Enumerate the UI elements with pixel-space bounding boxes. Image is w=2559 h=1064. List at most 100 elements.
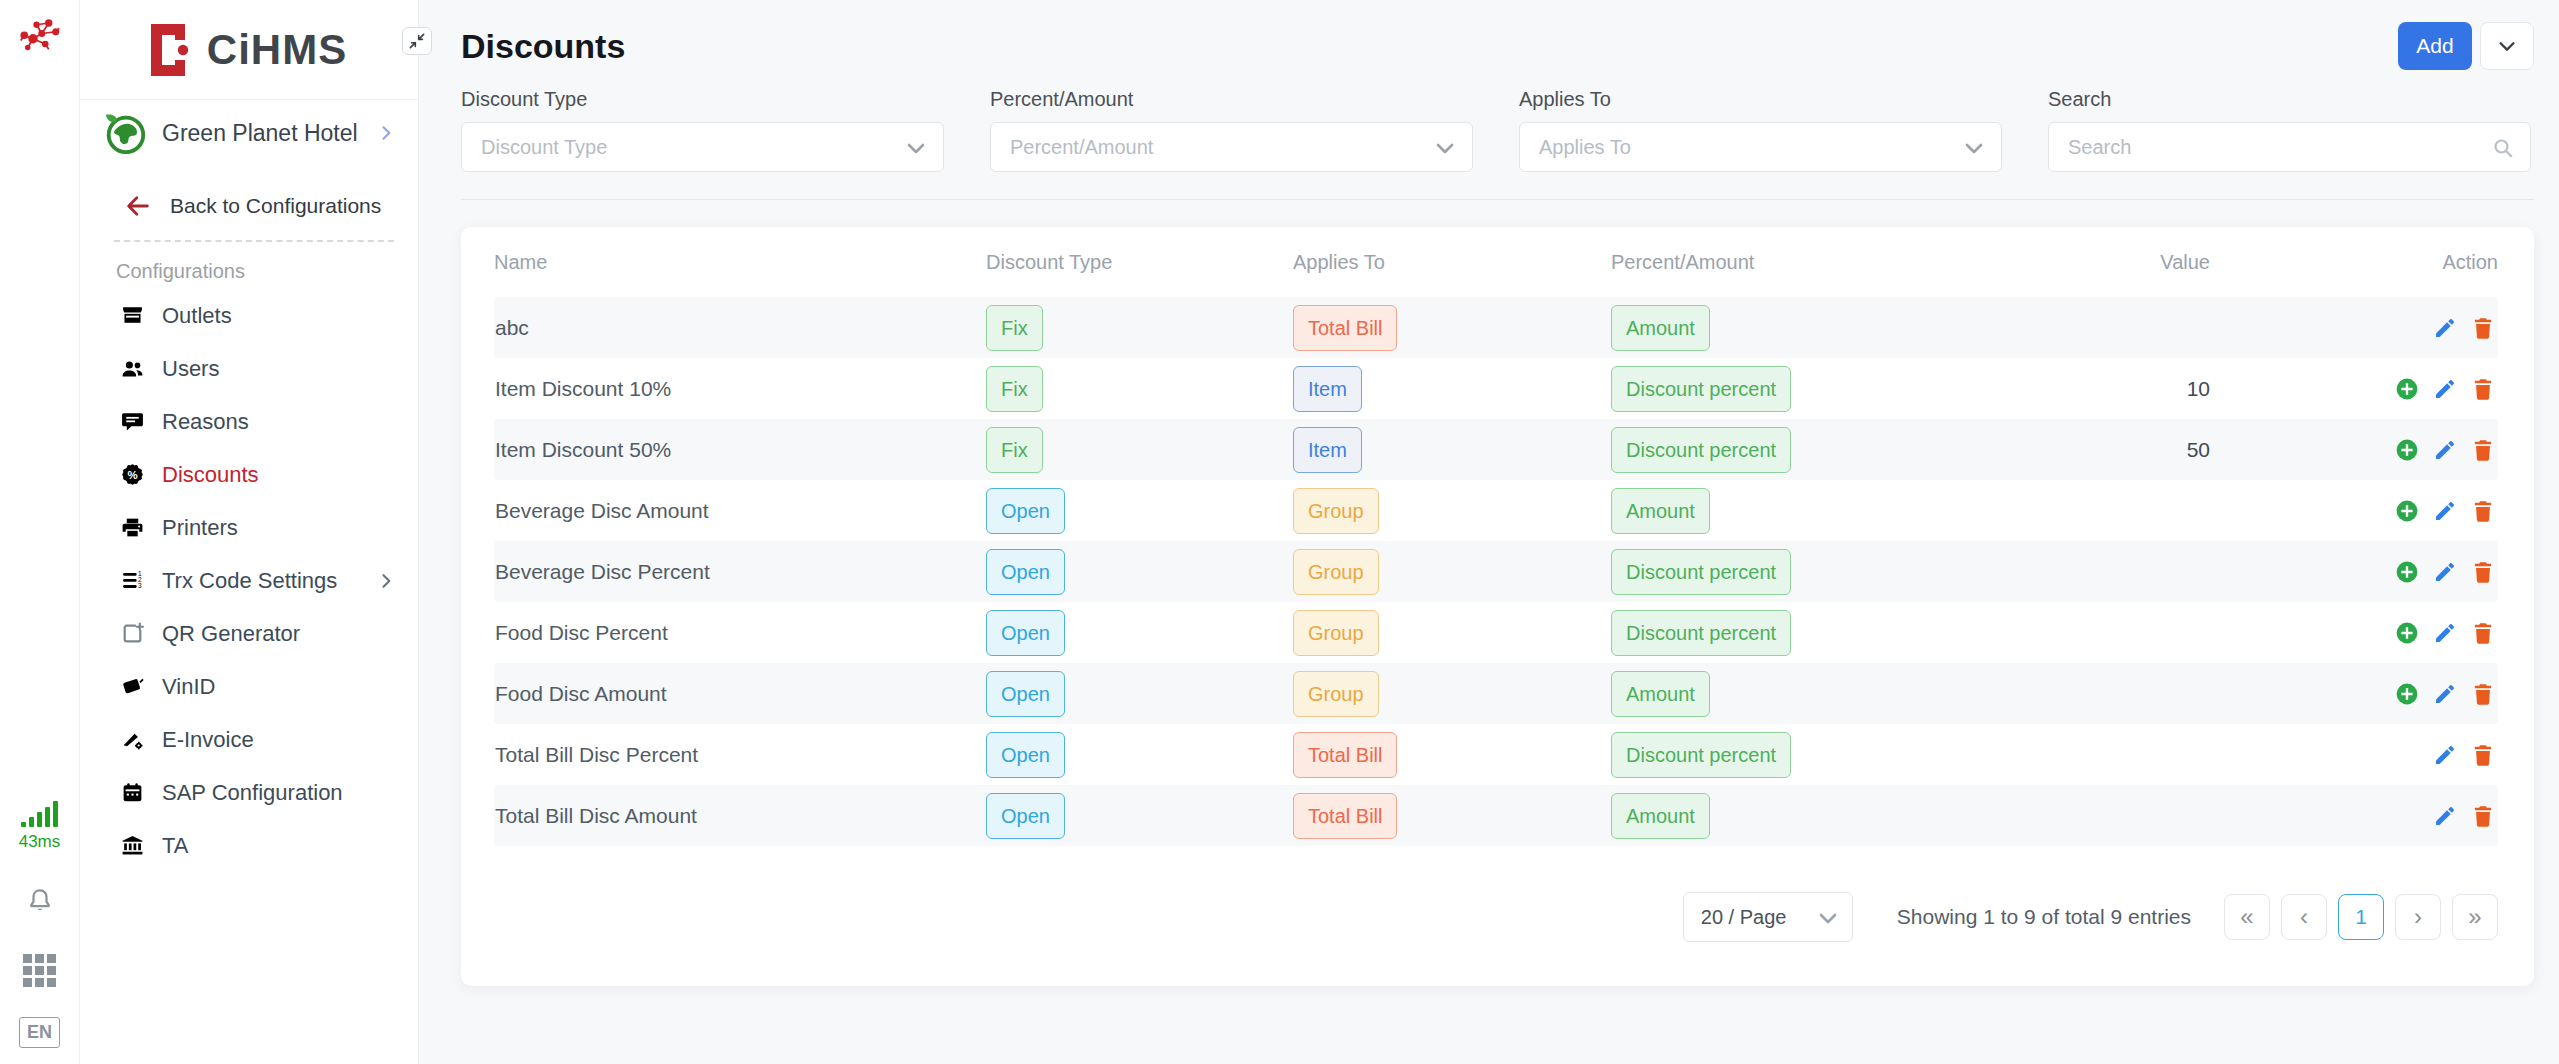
- list-numbered-icon: [120, 568, 145, 593]
- select-placeholder: Applies To: [1539, 136, 1631, 159]
- delete-icon[interactable]: [2470, 742, 2496, 768]
- add-value-icon[interactable]: [2394, 376, 2420, 402]
- notifications-button[interactable]: [25, 886, 55, 920]
- delete-icon[interactable]: [2470, 376, 2496, 402]
- row-value: 50: [1991, 438, 2210, 462]
- delete-icon[interactable]: [2470, 437, 2496, 463]
- last-page-button[interactable]: »: [2452, 894, 2498, 940]
- back-to-configurations[interactable]: Back to Configurations: [80, 192, 418, 220]
- sidebar-item-trx-code-settings[interactable]: Trx Code Settings: [80, 554, 418, 607]
- delete-icon[interactable]: [2470, 315, 2496, 341]
- add-value-icon[interactable]: [2394, 498, 2420, 524]
- edit-icon[interactable]: [2433, 621, 2457, 645]
- percent-amount-badge: Amount: [1611, 488, 1710, 534]
- next-page-button[interactable]: ›: [2395, 894, 2441, 940]
- percent-amount-badge: Discount percent: [1611, 549, 1791, 595]
- hotel-selector[interactable]: Green Planet Hotel: [80, 100, 418, 166]
- edit-icon[interactable]: [2433, 499, 2457, 523]
- row-actions: [2210, 437, 2498, 463]
- edit-icon[interactable]: [2433, 438, 2457, 462]
- pagination: « ‹ 1 › »: [2224, 894, 2498, 940]
- sidebar-item-label: VinID: [162, 674, 396, 700]
- percent-amount-select[interactable]: Percent/Amount: [990, 122, 1473, 172]
- edit-icon[interactable]: [2433, 377, 2457, 401]
- sidebar-item-printers[interactable]: Printers: [80, 501, 418, 554]
- app-root: 43ms EN CiHMS Green Planet Hotel Back to…: [0, 0, 2559, 1064]
- sidebar-item-e-invoice[interactable]: E-Invoice: [80, 713, 418, 766]
- discount-type-badge: Fix: [986, 427, 1043, 473]
- add-value-icon[interactable]: [2394, 681, 2420, 707]
- table-header: Name Discount Type Applies To Percent/Am…: [494, 227, 2498, 297]
- add-dropdown-button[interactable]: [2480, 22, 2534, 70]
- compress-icon: [407, 31, 427, 51]
- discount-type-badge: Fix: [986, 305, 1043, 351]
- back-label: Back to Configurations: [170, 194, 381, 218]
- discount-type-badge: Fix: [986, 366, 1043, 412]
- sidebar-item-ta[interactable]: TA: [80, 819, 418, 872]
- first-page-button[interactable]: «: [2224, 894, 2270, 940]
- row-value: 10: [1991, 377, 2210, 401]
- sidebar-item-discounts[interactable]: Discounts: [80, 448, 418, 501]
- sidebar-item-reasons[interactable]: Reasons: [80, 395, 418, 448]
- table-row: Beverage Disc Percent Open Group Discoun…: [494, 541, 2498, 602]
- delete-icon[interactable]: [2470, 498, 2496, 524]
- edit-icon[interactable]: [2433, 682, 2457, 706]
- row-name: Beverage Disc Percent: [494, 560, 986, 584]
- card-icon: [120, 674, 145, 699]
- sidebar-item-label: Discounts: [162, 462, 396, 488]
- sidebar-item-label: Printers: [162, 515, 396, 541]
- page-1-button[interactable]: 1: [2338, 894, 2384, 940]
- printer-icon: [120, 515, 145, 540]
- edit-icon[interactable]: [2433, 743, 2457, 767]
- network-logo-icon: [19, 16, 61, 58]
- edit-icon[interactable]: [2433, 316, 2457, 340]
- sidebar-nav: Outlets Users Reasons Discounts Printers…: [80, 289, 418, 872]
- applies-to-badge: Group: [1293, 488, 1379, 534]
- sidebar-item-vinid[interactable]: VinID: [80, 660, 418, 713]
- sidebar-item-label: Reasons: [162, 409, 396, 435]
- discount-type-select[interactable]: Discount Type: [461, 122, 944, 172]
- language-toggle[interactable]: EN: [19, 1017, 60, 1048]
- search-box: [2048, 122, 2531, 172]
- sidebar-item-qr-generator[interactable]: QR Generator: [80, 607, 418, 660]
- delete-icon[interactable]: [2470, 559, 2496, 585]
- brand-name: CiHMS: [207, 26, 347, 74]
- filter-label: Search: [2048, 88, 2531, 111]
- sidebar-item-label: QR Generator: [162, 621, 396, 647]
- row-name: Food Disc Percent: [494, 621, 986, 645]
- applies-to-badge: Total Bill: [1293, 732, 1397, 778]
- table-row: Item Discount 10% Fix Item Discount perc…: [494, 358, 2498, 419]
- add-button[interactable]: Add: [2398, 22, 2472, 70]
- sidebar-item-sap-configuration[interactable]: SAP Configuration: [80, 766, 418, 819]
- delete-icon[interactable]: [2470, 620, 2496, 646]
- add-value-icon[interactable]: [2394, 620, 2420, 646]
- page-size-select[interactable]: 20 / Page: [1683, 892, 1853, 942]
- sidebar-item-users[interactable]: Users: [80, 342, 418, 395]
- edit-icon[interactable]: [2433, 560, 2457, 584]
- edit-icon[interactable]: [2433, 804, 2457, 828]
- applies-to-select[interactable]: Applies To: [1519, 122, 2002, 172]
- add-value-icon[interactable]: [2394, 437, 2420, 463]
- prev-page-button[interactable]: ‹: [2281, 894, 2327, 940]
- row-actions: [2210, 742, 2498, 768]
- delete-icon[interactable]: [2470, 803, 2496, 829]
- main-content: Discounts Add Discount Type Discount Typ…: [419, 0, 2559, 1064]
- sidebar-collapse-button[interactable]: [402, 27, 432, 55]
- discounts-table-card: Name Discount Type Applies To Percent/Am…: [461, 227, 2534, 986]
- message-icon: [120, 409, 145, 434]
- col-name: Name: [494, 251, 986, 274]
- page-summary: Showing 1 to 9 of total 9 entries: [1897, 905, 2191, 929]
- delete-icon[interactable]: [2470, 681, 2496, 707]
- percent-amount-badge: Discount percent: [1611, 427, 1791, 473]
- search-input[interactable]: [2068, 136, 2482, 159]
- applies-to-badge: Total Bill: [1293, 305, 1397, 351]
- sidebar-item-label: TA: [162, 833, 396, 859]
- add-value-icon[interactable]: [2394, 559, 2420, 585]
- sidebar-item-outlets[interactable]: Outlets: [80, 289, 418, 342]
- percent-amount-badge: Amount: [1611, 305, 1710, 351]
- percent-amount-badge: Discount percent: [1611, 610, 1791, 656]
- table-body: abc Fix Total Bill Amount Item Discount …: [494, 297, 2498, 846]
- select-placeholder: Percent/Amount: [1010, 136, 1153, 159]
- apps-grid-button[interactable]: [23, 954, 56, 987]
- bell-icon: [25, 886, 55, 916]
